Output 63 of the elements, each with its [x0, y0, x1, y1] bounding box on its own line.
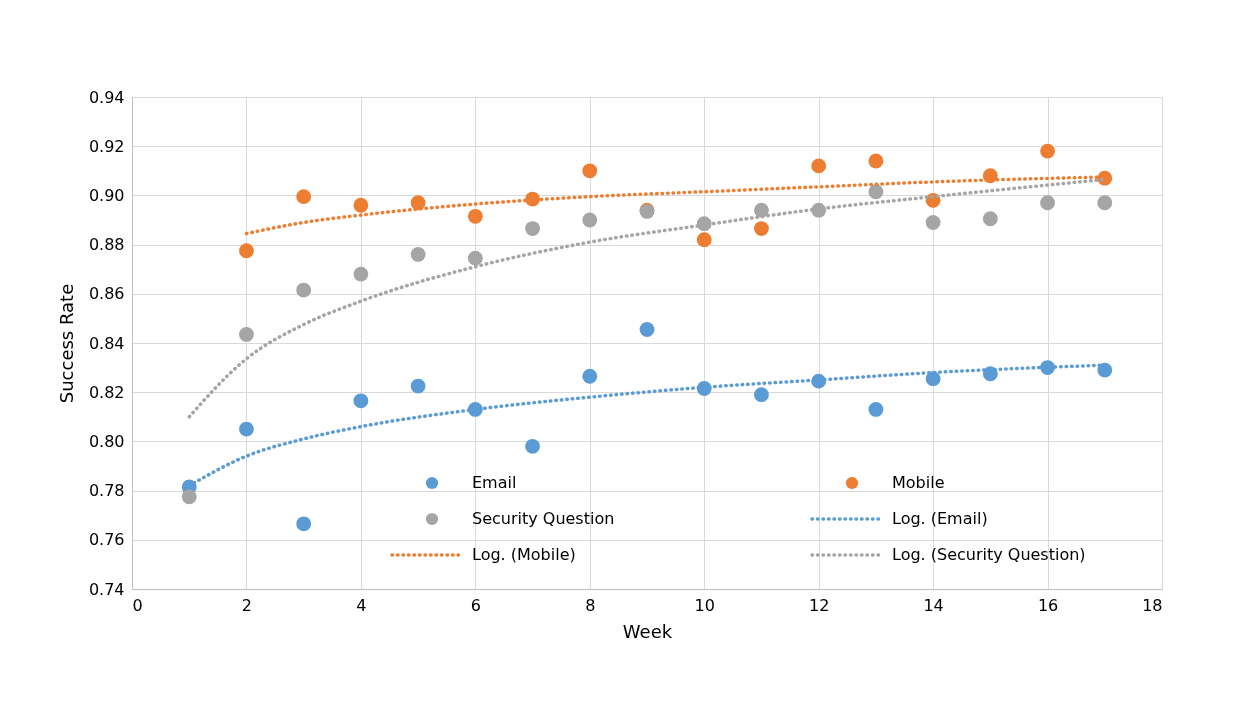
point	[525, 221, 540, 237]
point	[582, 368, 598, 384]
point	[754, 202, 769, 218]
y-tick-label: 0.80	[88, 431, 125, 451]
y-tick-label: 0.78	[88, 481, 125, 501]
point	[239, 243, 254, 259]
y-tick-label: 0.76	[88, 530, 125, 550]
point	[410, 378, 426, 394]
legend-label: Log. (Mobile)	[472, 545, 576, 564]
x-tick-label: 14	[923, 595, 944, 615]
x-tick-label: 18	[1142, 595, 1163, 615]
point	[1040, 143, 1055, 159]
point	[754, 387, 769, 403]
y-tick-label: 0.86	[88, 284, 125, 304]
point	[925, 371, 941, 387]
x-tick-label: 0	[132, 595, 143, 615]
point	[296, 282, 312, 298]
x-tick-label: 8	[585, 595, 596, 615]
x-tick-label: 12	[808, 595, 830, 615]
y-tick-label: 0.84	[88, 333, 125, 353]
point	[1040, 195, 1055, 211]
point	[696, 232, 712, 248]
legend-label: Log. (Security Question)	[892, 545, 1086, 564]
legend-label: Email	[472, 473, 517, 492]
legend-label: Security Question	[472, 509, 615, 528]
point	[1097, 195, 1113, 211]
point	[754, 221, 769, 237]
point	[239, 326, 254, 342]
point	[868, 402, 884, 417]
x-tick-label: 6	[470, 595, 481, 615]
point	[353, 266, 369, 282]
point	[353, 197, 369, 213]
point	[296, 189, 312, 205]
x-tick-label: 4	[356, 595, 367, 615]
y-tick-label: 0.82	[88, 382, 125, 402]
y-tick-label: 0.90	[88, 185, 125, 205]
point	[982, 211, 998, 227]
y-tick-label: 0.74	[88, 579, 125, 599]
y-axis-title: Success Rate	[55, 283, 77, 404]
legend-label: Log. (Email)	[892, 509, 988, 528]
point	[296, 516, 312, 532]
x-tick-label: 2	[241, 595, 253, 615]
point	[811, 158, 827, 174]
x-tick-label: 16	[1037, 595, 1059, 615]
point	[868, 184, 884, 200]
point	[525, 438, 540, 454]
point	[239, 421, 254, 437]
point	[353, 393, 369, 409]
legend-label: Mobile	[892, 473, 945, 492]
point	[582, 212, 598, 228]
point	[639, 322, 655, 337]
y-tick-label: 0.92	[88, 136, 125, 156]
point	[410, 247, 426, 262]
y-tick-label: 0.88	[88, 235, 125, 255]
point	[868, 153, 884, 169]
x-axis-title: Week	[622, 620, 673, 642]
point	[467, 250, 483, 266]
x-tick-label: 10	[694, 595, 715, 615]
point	[925, 215, 941, 230]
point	[467, 208, 483, 224]
y-tick-label: 0.94	[88, 87, 125, 107]
point	[582, 163, 598, 179]
point	[181, 489, 197, 505]
